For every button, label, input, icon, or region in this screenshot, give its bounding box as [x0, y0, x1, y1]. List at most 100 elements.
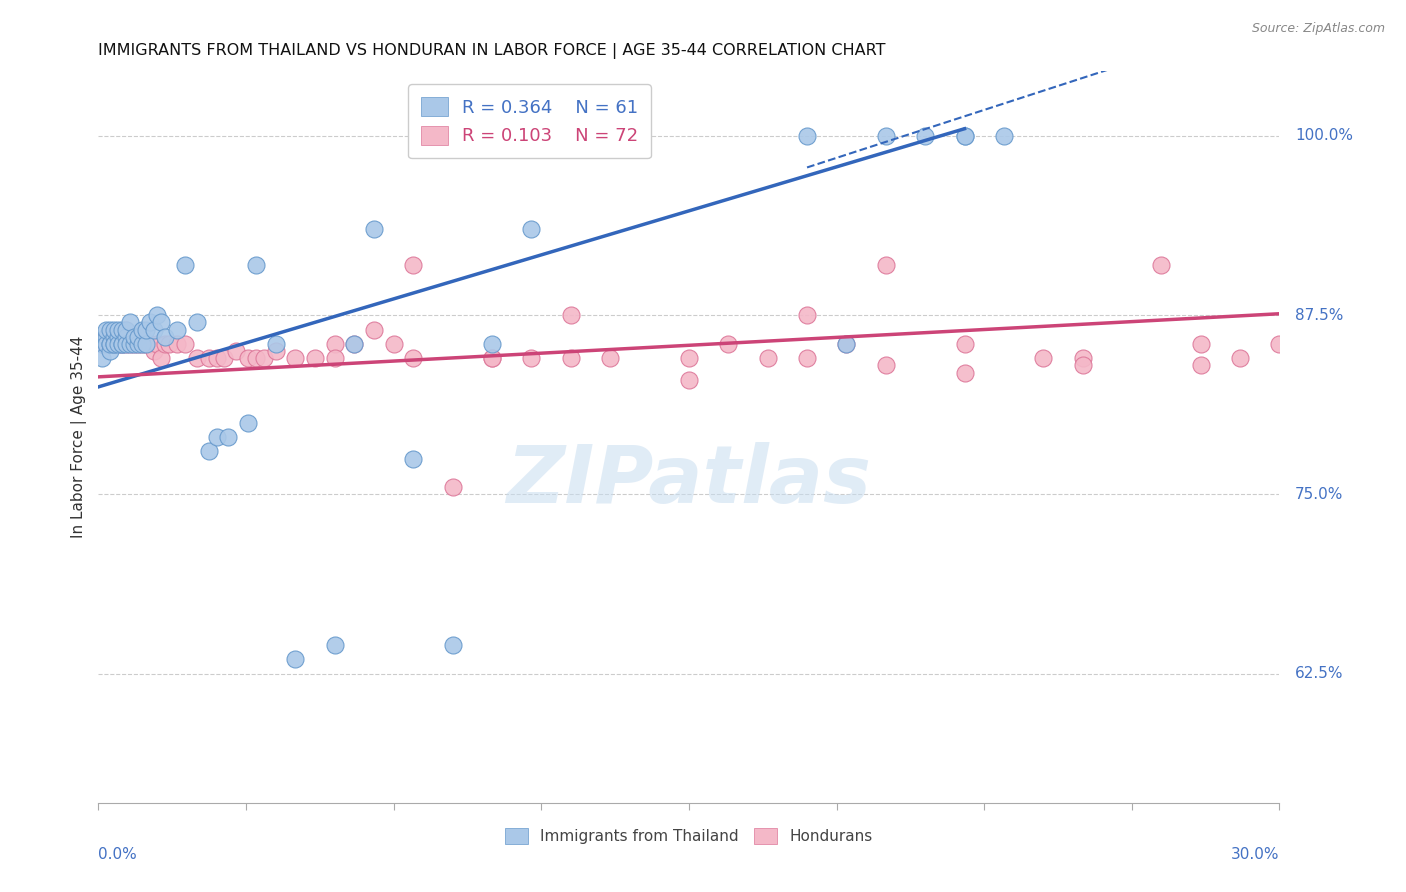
Point	[1229, 351, 1251, 366]
Point	[953, 128, 976, 143]
Text: ZIPatlas: ZIPatlas	[506, 442, 872, 520]
Point	[1071, 351, 1094, 366]
Point	[520, 351, 543, 366]
Point	[1071, 359, 1094, 373]
Point	[111, 336, 134, 351]
Point	[118, 315, 141, 329]
Text: 75.0%: 75.0%	[1295, 487, 1344, 502]
Point	[155, 336, 177, 351]
Point	[236, 351, 259, 366]
Text: 0.0%: 0.0%	[98, 847, 138, 862]
Point	[304, 351, 326, 366]
Point	[323, 351, 346, 366]
Point	[174, 258, 197, 272]
Point	[225, 344, 247, 359]
Point	[264, 336, 287, 351]
Point	[118, 336, 141, 351]
Point	[111, 329, 134, 343]
Point	[142, 344, 165, 359]
Point	[875, 258, 897, 272]
Point	[96, 329, 118, 343]
Point	[107, 329, 129, 343]
Point	[993, 128, 1015, 143]
Point	[131, 336, 153, 351]
Point	[205, 430, 228, 444]
Point	[441, 638, 464, 652]
Point	[103, 329, 125, 343]
Point	[103, 336, 125, 351]
Point	[115, 322, 138, 336]
Legend: Immigrants from Thailand, Hondurans: Immigrants from Thailand, Hondurans	[499, 822, 879, 850]
Point	[138, 336, 160, 351]
Text: 100.0%: 100.0%	[1295, 128, 1353, 144]
Point	[481, 351, 503, 366]
Point	[98, 322, 121, 336]
Point	[127, 336, 149, 351]
Point	[402, 351, 425, 366]
Point	[91, 336, 114, 351]
Text: Source: ZipAtlas.com: Source: ZipAtlas.com	[1251, 22, 1385, 36]
Point	[142, 322, 165, 336]
Point	[111, 322, 134, 336]
Point	[284, 652, 307, 666]
Point	[146, 336, 169, 351]
Point	[363, 322, 385, 336]
Y-axis label: In Labor Force | Age 35-44: In Labor Force | Age 35-44	[72, 336, 87, 538]
Point	[678, 373, 700, 387]
Text: 87.5%: 87.5%	[1295, 308, 1344, 323]
Text: 62.5%: 62.5%	[1295, 666, 1344, 681]
Text: 30.0%: 30.0%	[1232, 847, 1279, 862]
Point	[107, 329, 129, 343]
Point	[796, 308, 818, 322]
Point	[96, 322, 118, 336]
Point	[796, 351, 818, 366]
Point	[146, 308, 169, 322]
Point	[107, 336, 129, 351]
Point	[115, 336, 138, 351]
Point	[118, 329, 141, 343]
Point	[756, 351, 779, 366]
Point	[103, 336, 125, 351]
Point	[953, 336, 976, 351]
Point	[115, 329, 138, 343]
Point	[115, 336, 138, 351]
Point	[91, 351, 114, 366]
Point	[135, 336, 157, 351]
Point	[118, 336, 141, 351]
Point	[1189, 359, 1212, 373]
Point	[111, 336, 134, 351]
Point	[91, 336, 114, 351]
Point	[166, 322, 188, 336]
Point	[115, 322, 138, 336]
Point	[214, 351, 236, 366]
Point	[1189, 336, 1212, 351]
Point	[217, 430, 239, 444]
Point	[127, 336, 149, 351]
Point	[186, 351, 208, 366]
Point	[131, 336, 153, 351]
Text: IMMIGRANTS FROM THAILAND VS HONDURAN IN LABOR FORCE | AGE 35-44 CORRELATION CHAR: IMMIGRANTS FROM THAILAND VS HONDURAN IN …	[98, 43, 886, 59]
Point	[560, 351, 582, 366]
Point	[253, 351, 276, 366]
Point	[107, 336, 129, 351]
Point	[441, 480, 464, 494]
Point	[197, 444, 219, 458]
Point	[402, 451, 425, 466]
Point	[835, 336, 858, 351]
Point	[520, 222, 543, 236]
Point	[382, 336, 405, 351]
Point	[174, 336, 197, 351]
Point	[131, 322, 153, 336]
Point	[402, 258, 425, 272]
Point	[796, 128, 818, 143]
Point	[875, 128, 897, 143]
Point	[678, 351, 700, 366]
Point	[157, 336, 180, 351]
Point	[1032, 351, 1054, 366]
Point	[98, 329, 121, 343]
Point	[103, 329, 125, 343]
Point	[323, 638, 346, 652]
Point	[205, 351, 228, 366]
Point	[245, 351, 267, 366]
Point	[481, 336, 503, 351]
